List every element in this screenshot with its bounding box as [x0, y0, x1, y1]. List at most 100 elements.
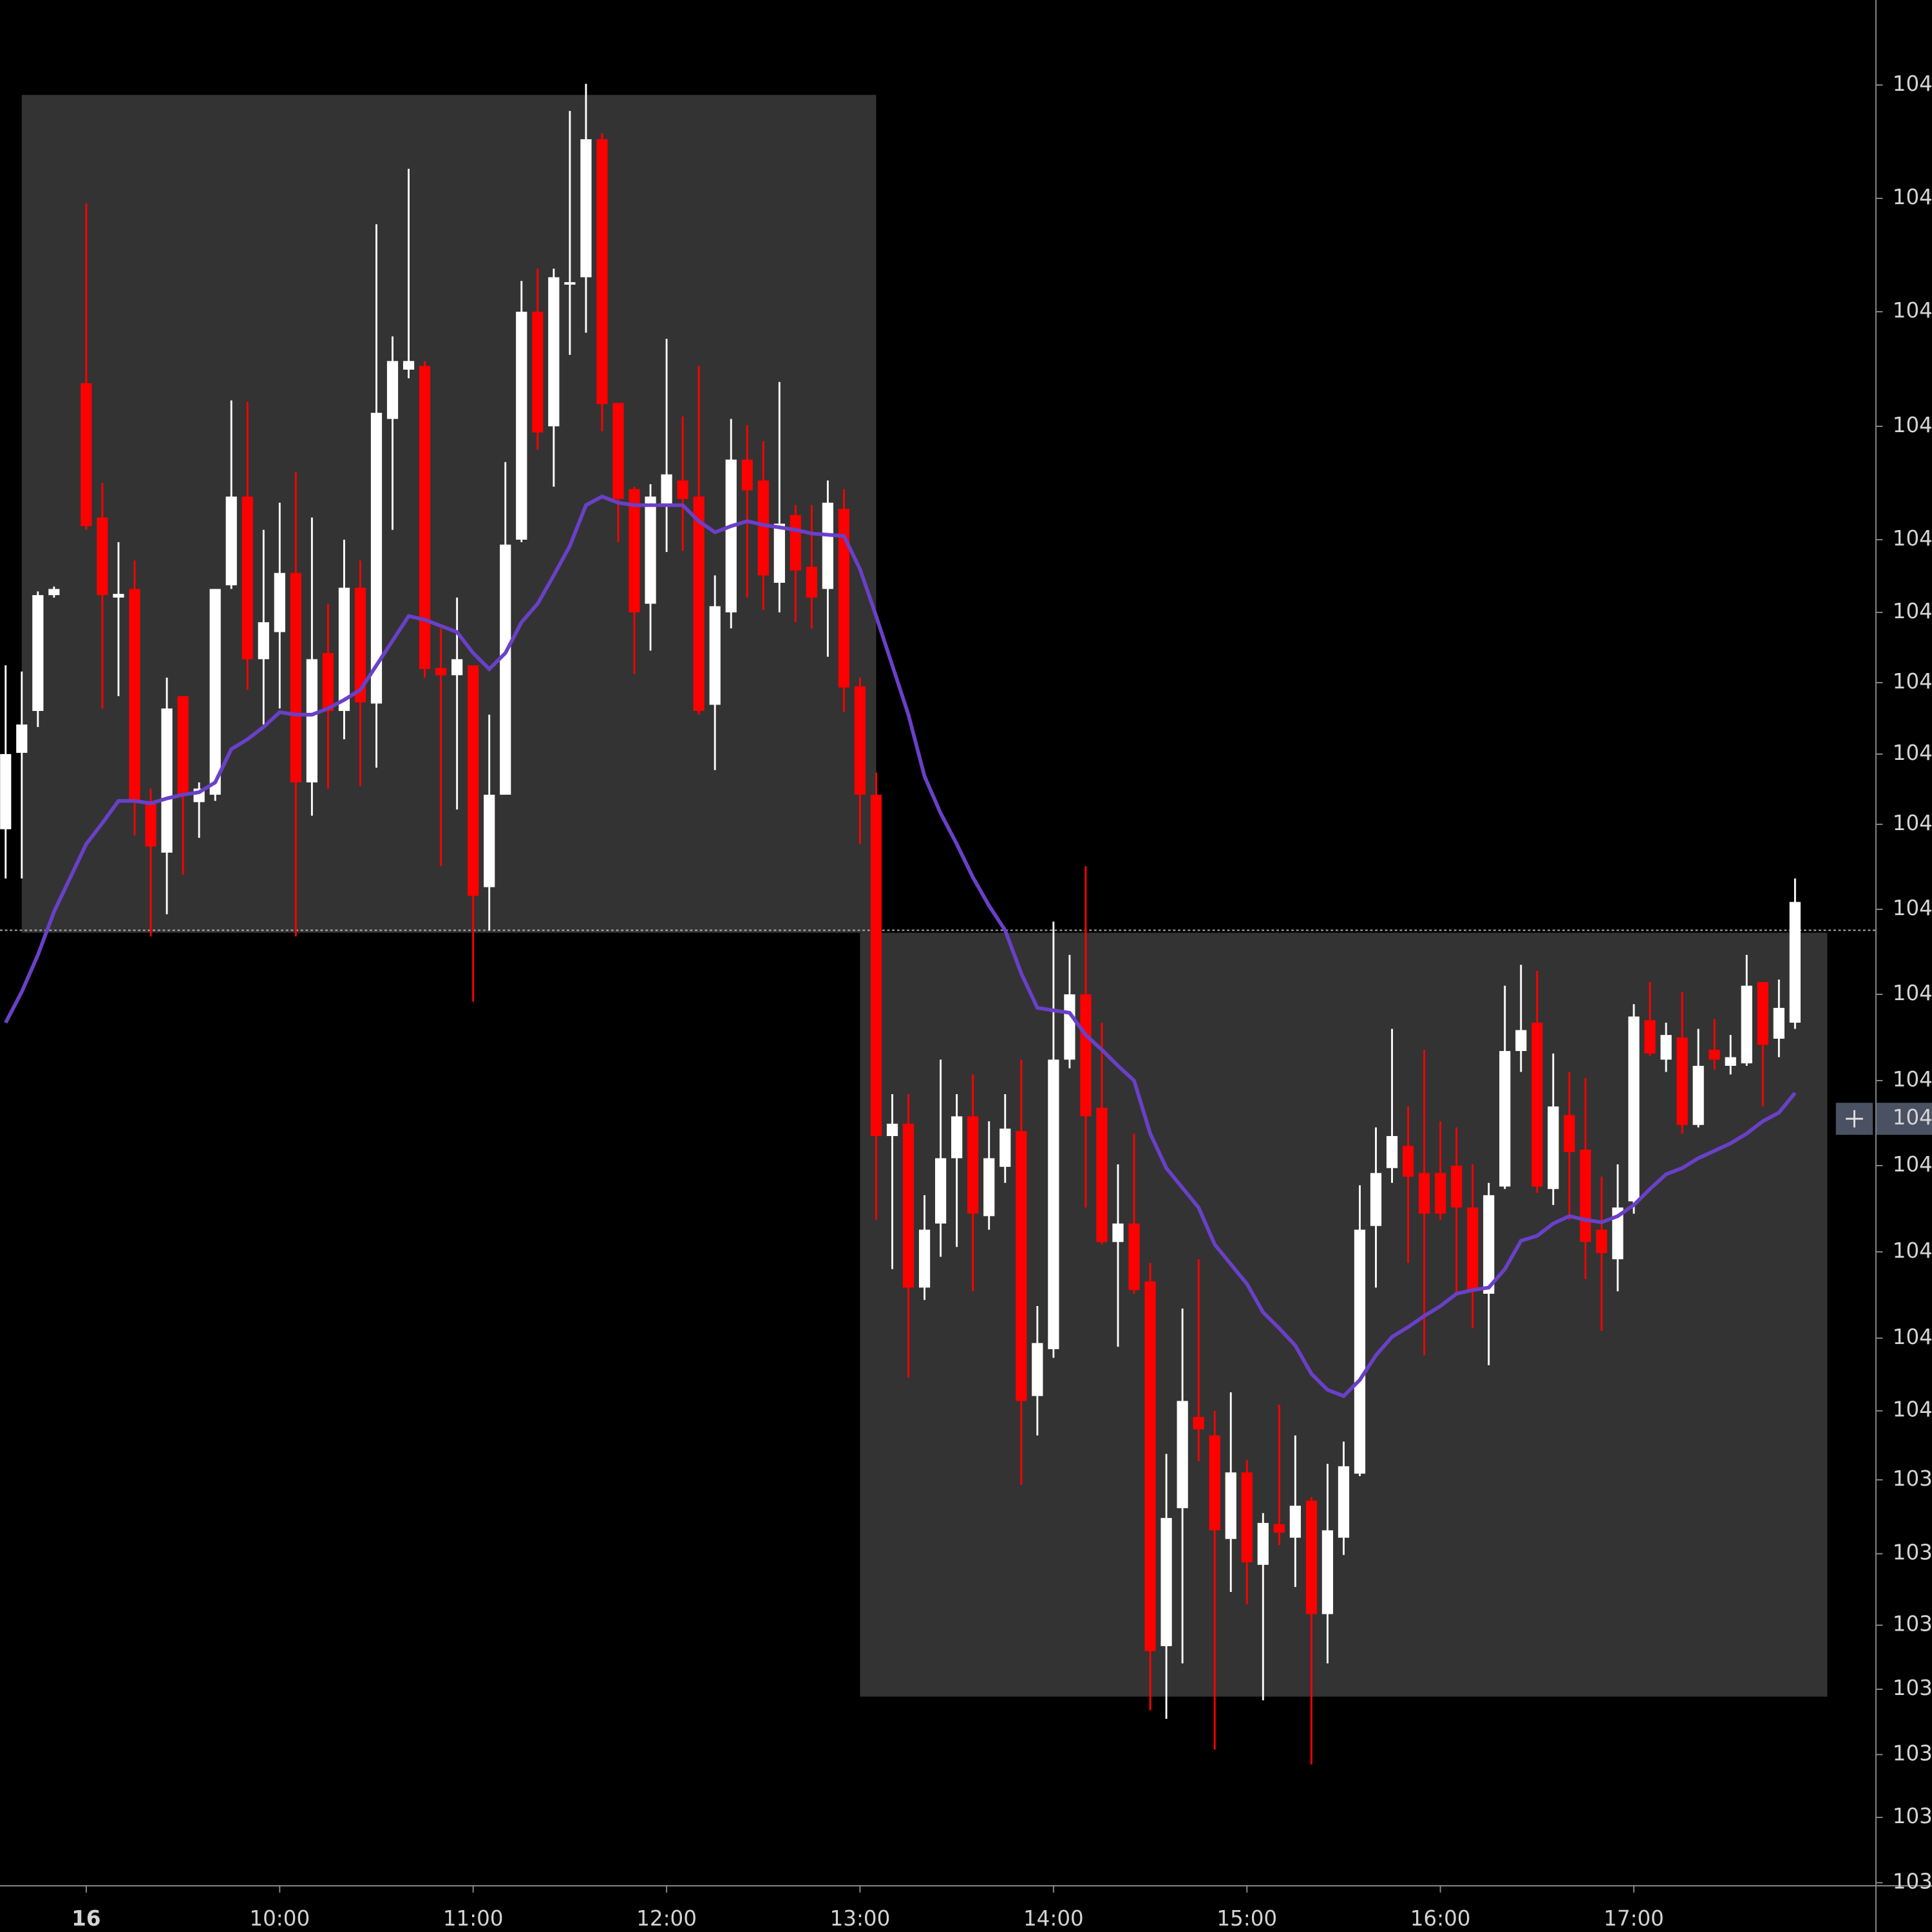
candle-body	[1225, 1472, 1236, 1539]
candle-body	[1467, 1208, 1479, 1292]
x-tick-label: 16:00	[1410, 1906, 1471, 1931]
candle-body	[1016, 1131, 1027, 1401]
candle-body	[693, 497, 705, 711]
candle-body	[902, 1123, 914, 1288]
x-tick-label: 15:00	[1217, 1906, 1277, 1931]
candle-body	[854, 686, 866, 795]
candle-body	[1370, 1173, 1382, 1226]
candle-body	[1080, 994, 1092, 1117]
y-tick-label: 104	[1893, 413, 1932, 437]
y-tick-label: 104	[1893, 185, 1932, 209]
candle-body	[725, 459, 737, 612]
candle-body	[918, 1229, 931, 1288]
x-tick-label: 13:00	[830, 1906, 891, 1931]
candle-body	[1709, 1050, 1720, 1060]
y-tick-label: 104	[1893, 811, 1932, 835]
y-tick-label: 103	[1893, 1869, 1932, 1893]
moving-average	[4, 494, 1797, 1399]
candle-body	[1596, 1229, 1607, 1253]
candle-body	[484, 795, 495, 887]
candle-body	[886, 1123, 898, 1137]
y-tick-label: 103	[1893, 1804, 1932, 1828]
candle-body	[48, 589, 60, 596]
candle-body	[97, 517, 108, 596]
candle-body	[1354, 1229, 1366, 1474]
candle-body	[1386, 1136, 1398, 1168]
candle-body	[790, 515, 801, 571]
candle-body	[1612, 1208, 1624, 1260]
candle-body	[338, 587, 350, 711]
candle-body	[629, 489, 640, 612]
y-tick-label: 104	[1893, 669, 1932, 694]
candle-body	[516, 312, 527, 540]
candle-body	[370, 412, 383, 704]
y-tick-label: 104	[1893, 1325, 1932, 1349]
candle-body	[870, 795, 882, 1137]
candle-body	[1305, 1501, 1317, 1615]
candle-body	[1757, 981, 1768, 1045]
candle-body	[1725, 1057, 1736, 1066]
candle-body	[1289, 1506, 1301, 1538]
candle-body	[1160, 1518, 1172, 1647]
candle-body	[0, 753, 12, 829]
candle-body	[1676, 1037, 1688, 1125]
y-tick-label: 104	[1893, 741, 1932, 765]
candle-body	[468, 665, 479, 896]
candle-body	[129, 589, 140, 801]
candle-body	[1515, 1030, 1527, 1052]
candle-body	[1628, 1016, 1640, 1202]
candle-body	[1418, 1173, 1430, 1214]
candle-body	[386, 361, 399, 419]
candle-body	[838, 509, 850, 688]
candle-body	[225, 497, 237, 585]
candle-body	[32, 595, 44, 711]
candle-body	[435, 667, 447, 676]
candle-body	[1273, 1524, 1285, 1533]
candle-body	[161, 708, 173, 853]
y-tick-label: 104	[1893, 896, 1932, 920]
y-tick-label: 104	[1893, 1238, 1932, 1263]
candle-body	[1580, 1150, 1591, 1242]
candle-body	[258, 622, 269, 659]
candle-body	[548, 277, 560, 426]
candle-body	[209, 589, 221, 795]
candle-body	[741, 459, 753, 491]
candle-body	[1338, 1466, 1350, 1538]
y-tick-label: 104	[1893, 1152, 1932, 1177]
candle-body	[1483, 1195, 1495, 1294]
candle-body	[822, 502, 834, 589]
candle-body	[677, 480, 688, 499]
candle-body	[1048, 1059, 1059, 1350]
candle-body	[1531, 1023, 1543, 1187]
candle-body	[419, 366, 431, 669]
candle-body	[306, 659, 317, 782]
x-tick-label: 11:00	[443, 1906, 504, 1931]
candle-body	[1321, 1530, 1334, 1615]
candle-body	[661, 474, 672, 506]
candle-body	[242, 497, 253, 659]
candle-body	[709, 606, 721, 705]
candle-body	[773, 524, 785, 583]
y-tick-label: 103	[1893, 1612, 1932, 1636]
candle-body	[1402, 1146, 1414, 1177]
candle-body	[500, 544, 511, 795]
candle-body	[451, 659, 463, 676]
y-tick-label: 104	[1893, 71, 1932, 96]
candle-body	[177, 696, 189, 795]
y-tick-label: 104	[1893, 599, 1932, 623]
candle-body	[354, 587, 366, 703]
candle-body	[967, 1116, 979, 1214]
y-tick-label: 103	[1893, 1741, 1932, 1765]
candle-body	[1112, 1223, 1124, 1242]
candle-body	[580, 139, 592, 278]
candle-body	[322, 653, 334, 711]
candle-body	[1789, 902, 1801, 1023]
candle-body	[1741, 985, 1752, 1064]
crosshair-label: 104	[1893, 1105, 1932, 1130]
crosshair-label-box	[1876, 1103, 1932, 1135]
candle-body	[1564, 1115, 1575, 1152]
x-tick-label: 10:00	[249, 1906, 310, 1931]
y-tick-label: 104	[1893, 1067, 1932, 1092]
candle-body	[612, 402, 624, 499]
y-tick-label: 103	[1893, 1540, 1932, 1565]
